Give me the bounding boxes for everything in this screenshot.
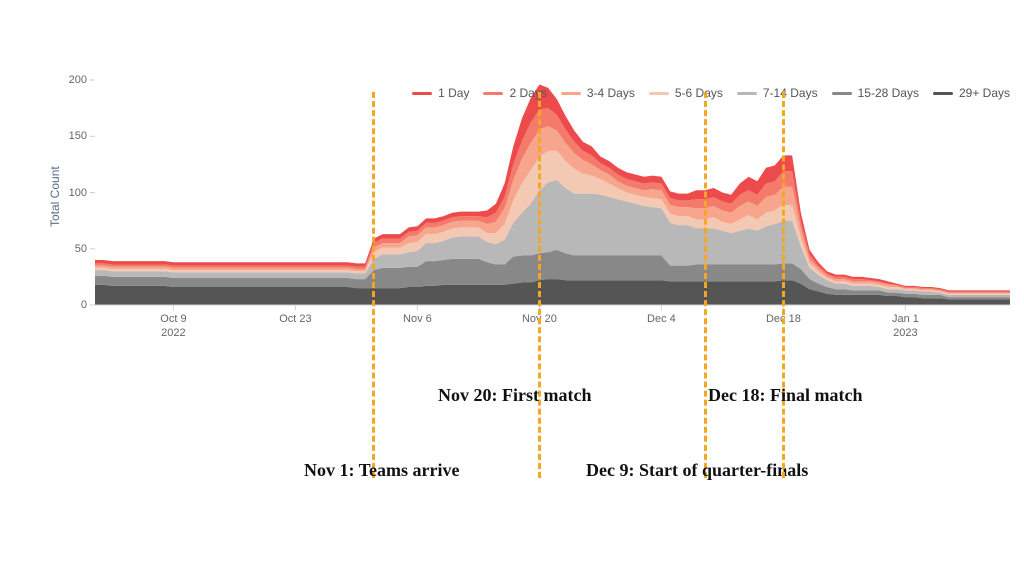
y-tick-label: 50 (65, 243, 87, 255)
legend-label: 29+ Days (959, 86, 1010, 100)
legend-label: 5-6 Days (675, 86, 723, 100)
x-tick-label: Oct 23 (279, 313, 311, 327)
legend-label: 15-28 Days (858, 86, 919, 100)
legend-label: 3-4 Days (587, 86, 635, 100)
chart-container: 050100150200Oct 92022Oct 23Nov 6Nov 20De… (0, 0, 1024, 576)
legend-swatch (561, 92, 581, 95)
x-tick-label: Jan 12023 (892, 313, 919, 341)
y-tick-label: 200 (65, 74, 87, 86)
legend-item: 3-4 Days (561, 86, 635, 100)
x-tick-label: Dec 4 (647, 313, 676, 327)
legend-swatch (649, 92, 669, 95)
legend-item: 7-14 Days (737, 86, 818, 100)
legend-swatch (412, 92, 432, 95)
y-tick-label: 100 (65, 187, 87, 199)
x-tick-label: Nov 6 (403, 313, 432, 327)
legend-swatch (483, 92, 503, 95)
legend: 1 Day 2 Days 3-4 Days 5-6 Days 7-14 Days 15-2… (412, 86, 1010, 100)
y-axis-title: Total Count (48, 166, 62, 227)
legend-item: 29+ Days (933, 86, 1010, 100)
event-marker-line (782, 92, 785, 478)
event-label: Nov 1: Teams arrive (304, 460, 459, 481)
legend-item: 15-28 Days (832, 86, 919, 100)
event-marker-line (372, 92, 375, 478)
event-label: Nov 20: First match (438, 385, 591, 406)
event-marker-line (704, 92, 707, 478)
legend-label: 2 Days (509, 86, 546, 100)
event-label: Dec 18: Final match (708, 385, 862, 406)
legend-swatch (737, 92, 757, 95)
legend-label: 1 Day (438, 86, 469, 100)
legend-item: 5-6 Days (649, 86, 723, 100)
legend-swatch (832, 92, 852, 95)
y-tick-label: 0 (65, 299, 87, 311)
legend-swatch (933, 92, 953, 95)
event-marker-line (538, 92, 541, 478)
legend-label: 7-14 Days (763, 86, 818, 100)
x-tick-label: Oct 92022 (160, 313, 186, 341)
event-label: Dec 9: Start of quarter-finals (586, 460, 808, 481)
legend-item: 1 Day (412, 86, 469, 100)
y-tick-label: 150 (65, 130, 87, 142)
